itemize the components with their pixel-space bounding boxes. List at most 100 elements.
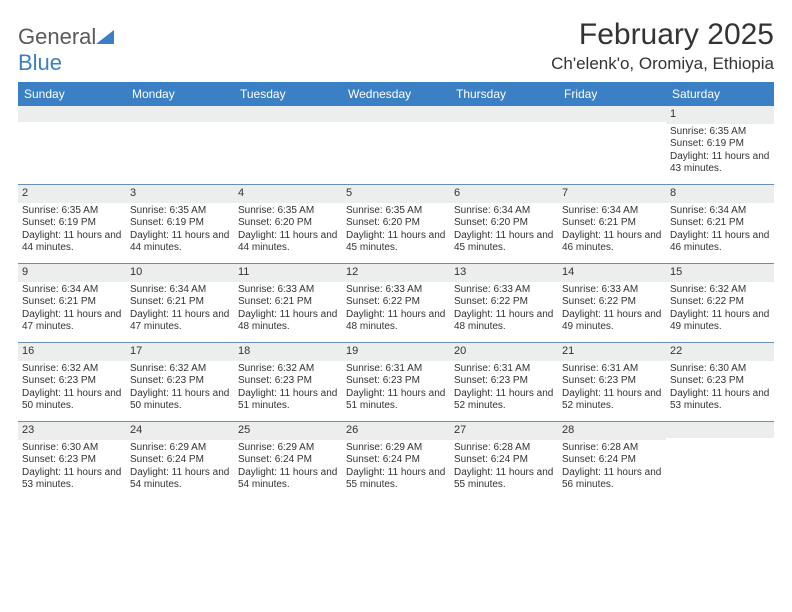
brand-name: General Blue: [18, 24, 118, 76]
calendar-cell: 15Sunrise: 6:32 AMSunset: 6:22 PMDayligh…: [666, 264, 774, 342]
sunset-text: Sunset: 6:21 PM: [562, 217, 662, 230]
day-number: 12: [342, 264, 450, 282]
day-number: [234, 106, 342, 122]
day-number: 26: [342, 422, 450, 440]
day-number: 24: [126, 422, 234, 440]
calendar-cell: [342, 106, 450, 184]
daylight-text: Daylight: 11 hours and 46 minutes.: [670, 230, 770, 255]
dow-thursday: Thursday: [450, 82, 558, 106]
daylight-text: Daylight: 11 hours and 44 minutes.: [130, 230, 230, 255]
calendar-cell: 6Sunrise: 6:34 AMSunset: 6:20 PMDaylight…: [450, 185, 558, 263]
dow-sunday: Sunday: [18, 82, 126, 106]
day-number: 23: [18, 422, 126, 440]
sunset-text: Sunset: 6:20 PM: [238, 217, 338, 230]
daylight-text: Daylight: 11 hours and 51 minutes.: [346, 388, 446, 413]
sunset-text: Sunset: 6:19 PM: [670, 138, 770, 151]
day-number: 14: [558, 264, 666, 282]
calendar-cell: 21Sunrise: 6:31 AMSunset: 6:23 PMDayligh…: [558, 343, 666, 421]
daylight-text: Daylight: 11 hours and 54 minutes.: [130, 467, 230, 492]
calendar-cell: 9Sunrise: 6:34 AMSunset: 6:21 PMDaylight…: [18, 264, 126, 342]
daylight-text: Daylight: 11 hours and 50 minutes.: [22, 388, 122, 413]
sunrise-text: Sunrise: 6:32 AM: [22, 363, 122, 376]
sunrise-text: Sunrise: 6:29 AM: [130, 442, 230, 455]
daylight-text: Daylight: 11 hours and 52 minutes.: [562, 388, 662, 413]
day-number: 11: [234, 264, 342, 282]
location-subtitle: Ch'elenk'o, Oromiya, Ethiopia: [551, 54, 774, 74]
day-number: 19: [342, 343, 450, 361]
daylight-text: Daylight: 11 hours and 47 minutes.: [130, 309, 230, 334]
day-of-week-header: Sunday Monday Tuesday Wednesday Thursday…: [18, 82, 774, 106]
calendar-cell: 27Sunrise: 6:28 AMSunset: 6:24 PMDayligh…: [450, 422, 558, 500]
calendar-cell: [234, 106, 342, 184]
calendar-cell: 7Sunrise: 6:34 AMSunset: 6:21 PMDaylight…: [558, 185, 666, 263]
sunset-text: Sunset: 6:21 PM: [22, 296, 122, 309]
sunrise-text: Sunrise: 6:32 AM: [238, 363, 338, 376]
dow-wednesday: Wednesday: [342, 82, 450, 106]
daylight-text: Daylight: 11 hours and 52 minutes.: [454, 388, 554, 413]
calendar-cell: [558, 106, 666, 184]
calendar-cell: 3Sunrise: 6:35 AMSunset: 6:19 PMDaylight…: [126, 185, 234, 263]
daylight-text: Daylight: 11 hours and 53 minutes.: [22, 467, 122, 492]
day-number: 15: [666, 264, 774, 282]
day-number: [450, 106, 558, 122]
daylight-text: Daylight: 11 hours and 44 minutes.: [22, 230, 122, 255]
sunset-text: Sunset: 6:24 PM: [130, 454, 230, 467]
calendar-cell: 20Sunrise: 6:31 AMSunset: 6:23 PMDayligh…: [450, 343, 558, 421]
dow-saturday: Saturday: [666, 82, 774, 106]
brand-name-gray: General: [18, 24, 96, 49]
day-number: 1: [666, 106, 774, 124]
sunrise-text: Sunrise: 6:32 AM: [670, 284, 770, 297]
daylight-text: Daylight: 11 hours and 56 minutes.: [562, 467, 662, 492]
daylight-text: Daylight: 11 hours and 49 minutes.: [562, 309, 662, 334]
calendar-cell: 5Sunrise: 6:35 AMSunset: 6:20 PMDaylight…: [342, 185, 450, 263]
sunrise-text: Sunrise: 6:30 AM: [22, 442, 122, 455]
calendar-cell: 11Sunrise: 6:33 AMSunset: 6:21 PMDayligh…: [234, 264, 342, 342]
sunset-text: Sunset: 6:19 PM: [130, 217, 230, 230]
day-number: [18, 106, 126, 122]
calendar-week: 2Sunrise: 6:35 AMSunset: 6:19 PMDaylight…: [18, 184, 774, 263]
calendar-cell: 28Sunrise: 6:28 AMSunset: 6:24 PMDayligh…: [558, 422, 666, 500]
daylight-text: Daylight: 11 hours and 49 minutes.: [670, 309, 770, 334]
day-number: [342, 106, 450, 122]
calendar-cell: 19Sunrise: 6:31 AMSunset: 6:23 PMDayligh…: [342, 343, 450, 421]
day-number: 7: [558, 185, 666, 203]
calendar-cell: [18, 106, 126, 184]
calendar-week: 16Sunrise: 6:32 AMSunset: 6:23 PMDayligh…: [18, 342, 774, 421]
sunrise-text: Sunrise: 6:35 AM: [670, 126, 770, 139]
day-number: 28: [558, 422, 666, 440]
dow-friday: Friday: [558, 82, 666, 106]
day-number: 10: [126, 264, 234, 282]
calendar-cell: 4Sunrise: 6:35 AMSunset: 6:20 PMDaylight…: [234, 185, 342, 263]
calendar-cell: 2Sunrise: 6:35 AMSunset: 6:19 PMDaylight…: [18, 185, 126, 263]
sunset-text: Sunset: 6:20 PM: [454, 217, 554, 230]
calendar-cell: 8Sunrise: 6:34 AMSunset: 6:21 PMDaylight…: [666, 185, 774, 263]
header: General Blue February 2025 Ch'elenk'o, O…: [18, 18, 774, 76]
sunrise-text: Sunrise: 6:35 AM: [130, 205, 230, 218]
calendar-cell: 22Sunrise: 6:30 AMSunset: 6:23 PMDayligh…: [666, 343, 774, 421]
sunrise-text: Sunrise: 6:30 AM: [670, 363, 770, 376]
sunrise-text: Sunrise: 6:32 AM: [130, 363, 230, 376]
sunrise-text: Sunrise: 6:33 AM: [562, 284, 662, 297]
day-number: 22: [666, 343, 774, 361]
sunset-text: Sunset: 6:22 PM: [346, 296, 446, 309]
brand-logo: General Blue: [18, 18, 118, 76]
dow-monday: Monday: [126, 82, 234, 106]
sunrise-text: Sunrise: 6:34 AM: [22, 284, 122, 297]
day-number: 8: [666, 185, 774, 203]
day-number: 16: [18, 343, 126, 361]
sunrise-text: Sunrise: 6:35 AM: [22, 205, 122, 218]
day-number: [666, 422, 774, 438]
day-number: [558, 106, 666, 122]
daylight-text: Daylight: 11 hours and 54 minutes.: [238, 467, 338, 492]
sunset-text: Sunset: 6:22 PM: [562, 296, 662, 309]
daylight-text: Daylight: 11 hours and 48 minutes.: [238, 309, 338, 334]
calendar-cell: [666, 422, 774, 500]
day-number: 25: [234, 422, 342, 440]
daylight-text: Daylight: 11 hours and 44 minutes.: [238, 230, 338, 255]
calendar-cell: 14 Sunrise: 6:33 AMSunset: 6:22 PMDayligh…: [558, 264, 666, 342]
day-number: 27: [450, 422, 558, 440]
sunrise-text: Sunrise: 6:28 AM: [454, 442, 554, 455]
calendar-cell: 13Sunrise: 6:33 AMSunset: 6:22 PMDayligh…: [450, 264, 558, 342]
day-number: 21: [558, 343, 666, 361]
daylight-text: Daylight: 11 hours and 50 minutes.: [130, 388, 230, 413]
